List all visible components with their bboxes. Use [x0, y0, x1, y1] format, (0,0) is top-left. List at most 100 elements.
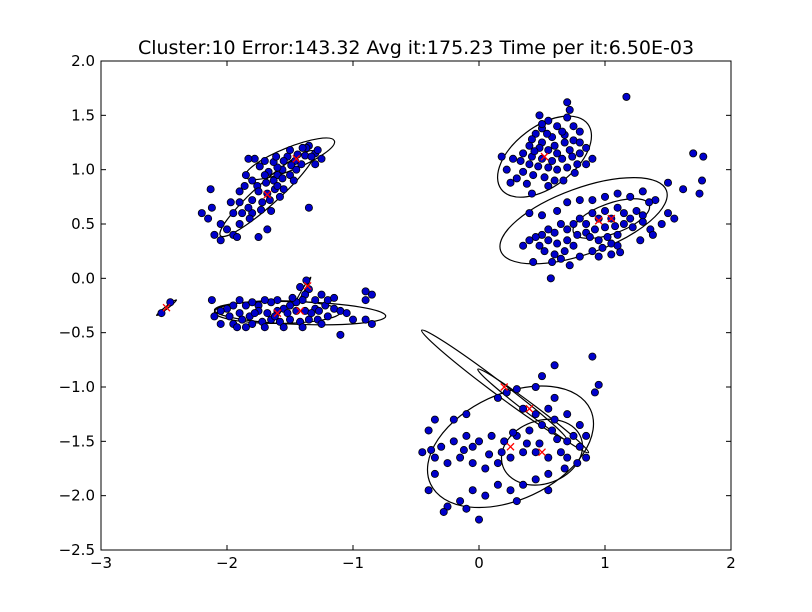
data-point — [563, 198, 572, 207]
x-tick-label: −3 — [90, 554, 112, 572]
data-point — [235, 219, 244, 228]
data-point — [558, 127, 567, 136]
y-tick-label: 1.0 — [71, 161, 95, 179]
data-point — [543, 129, 552, 138]
data-point — [565, 146, 574, 155]
data-point — [336, 330, 345, 339]
data-point — [601, 206, 610, 215]
data-point — [594, 252, 603, 261]
data-point — [544, 225, 553, 234]
data-point — [260, 156, 269, 165]
data-point — [427, 446, 436, 455]
data-point — [570, 168, 579, 177]
data-point — [622, 92, 631, 101]
data-point — [664, 209, 673, 218]
data-point — [311, 160, 320, 169]
data-point — [575, 442, 584, 451]
data-point — [616, 248, 625, 257]
data-point — [538, 372, 547, 381]
data-point — [304, 285, 313, 294]
data-point — [569, 122, 578, 131]
data-point — [304, 315, 313, 324]
data-point — [525, 141, 534, 150]
data-point — [648, 230, 657, 239]
data-point — [544, 453, 553, 462]
data-point — [525, 426, 534, 435]
data-point — [279, 156, 288, 165]
x-tick-label: 2 — [726, 554, 736, 572]
data-point — [560, 464, 569, 473]
data-point — [519, 448, 528, 457]
data-point — [481, 491, 490, 500]
data-point — [233, 233, 242, 242]
data-point — [235, 296, 244, 305]
data-point — [626, 192, 635, 201]
data-point — [670, 214, 679, 223]
data-point — [424, 486, 433, 495]
data-point — [540, 247, 549, 256]
data-point — [229, 209, 238, 218]
cluster-center-marker-2 — [292, 154, 301, 163]
data-point — [522, 439, 531, 448]
data-point — [556, 448, 565, 457]
data-point — [245, 214, 254, 223]
data-point — [525, 236, 534, 245]
data-point — [257, 205, 266, 214]
cluster-center-marker-9 — [303, 281, 312, 290]
x-tick-label: 0 — [474, 554, 484, 572]
data-point — [585, 233, 594, 242]
data-point — [553, 122, 562, 131]
data-point — [601, 192, 610, 201]
data-point — [638, 187, 647, 196]
data-point — [563, 437, 572, 446]
data-point — [607, 250, 616, 259]
data-point — [512, 174, 521, 183]
y-tick-label: −1.5 — [59, 432, 95, 450]
data-point — [588, 209, 597, 218]
data-point — [204, 214, 213, 223]
data-point — [632, 206, 641, 215]
data-point — [468, 442, 477, 451]
y-tick-label: 2.0 — [71, 52, 95, 70]
cluster-center-marker-6 — [162, 303, 171, 312]
data-point — [206, 185, 215, 194]
data-point — [544, 146, 553, 155]
data-point — [538, 211, 547, 220]
data-point — [285, 146, 294, 155]
y-tick-label: −0.5 — [59, 324, 95, 342]
data-point — [248, 298, 257, 307]
data-point — [575, 127, 584, 136]
data-point — [588, 154, 597, 163]
data-point — [553, 239, 562, 248]
data-point — [569, 219, 578, 228]
data-point — [506, 486, 515, 495]
y-tick-label: −1.0 — [59, 378, 95, 396]
data-point — [548, 426, 557, 435]
data-point — [248, 196, 257, 205]
data-point — [556, 219, 565, 228]
data-point — [544, 404, 553, 413]
data-point — [323, 312, 332, 321]
data-point — [456, 453, 465, 462]
covariance-ellipse-11 — [500, 418, 584, 486]
data-point — [530, 147, 539, 156]
data-point — [273, 163, 282, 172]
data-point — [519, 241, 528, 250]
data-point — [207, 296, 216, 305]
cluster-center-marker-1 — [263, 190, 272, 199]
data-point — [348, 315, 357, 324]
x-tick-label: 1 — [600, 554, 610, 572]
data-point — [638, 211, 647, 220]
data-point — [550, 415, 559, 424]
data-point — [210, 312, 219, 321]
data-point — [342, 309, 351, 318]
data-point — [598, 243, 607, 252]
data-point — [462, 504, 471, 513]
data-point — [699, 152, 708, 161]
data-point — [531, 382, 540, 391]
data-point — [657, 219, 666, 228]
data-point — [553, 435, 562, 444]
data-point — [531, 410, 540, 419]
